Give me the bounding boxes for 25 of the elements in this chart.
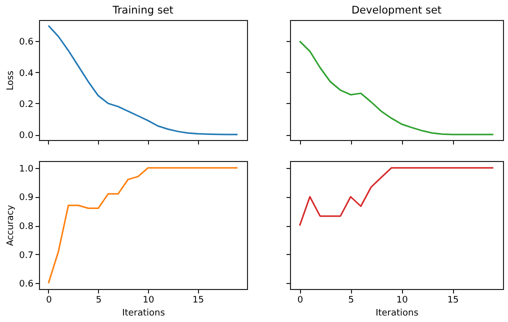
line-series <box>48 167 238 284</box>
x-axis-title: Iterations <box>376 308 419 318</box>
x-tick-label: 15 <box>447 296 459 306</box>
y-tick-label: 0.0 <box>19 131 34 142</box>
x-tick-label: 15 <box>192 296 204 306</box>
y-tick-label: 0.8 <box>19 222 34 232</box>
x-tick-label: 10 <box>396 296 408 306</box>
y-tick-label: 0.7 <box>19 250 34 261</box>
y-axis-title: Loss <box>6 70 16 90</box>
y-axis-title: Accuracy <box>6 204 16 246</box>
y-tick-label: 0.6 <box>19 38 34 48</box>
x-axis-title: Iterations <box>122 308 166 318</box>
x-tick-label: 5 <box>96 296 102 306</box>
x-tick-label: 5 <box>348 296 354 306</box>
x-tick-label: 0 <box>297 296 304 306</box>
x-tick-label: 0 <box>46 296 52 306</box>
y-tick-label: 0.4 <box>19 68 34 79</box>
y-tick-label: 0.9 <box>19 193 34 204</box>
line-series <box>48 24 238 136</box>
chart-title: Training set <box>112 4 174 16</box>
x-tick-label: 10 <box>142 296 154 306</box>
y-tick-label: 0.2 <box>19 100 34 110</box>
chart-title: Development set <box>351 4 442 16</box>
y-tick-label: 1.0 <box>19 164 34 174</box>
y-tick-label: 0.6 <box>19 280 34 290</box>
